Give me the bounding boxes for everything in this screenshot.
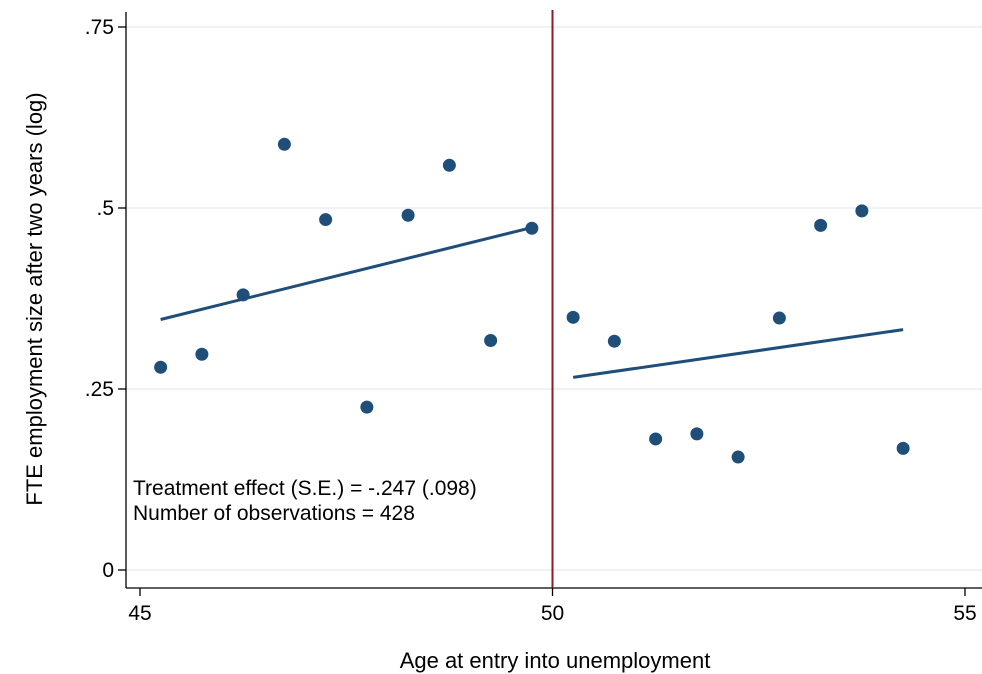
- data-point-10: [566, 310, 580, 324]
- data-point-18: [896, 441, 910, 455]
- y-tick-label-2: .5: [96, 197, 114, 220]
- gridlines: [126, 26, 982, 571]
- y-tick-label-3: .75: [85, 16, 114, 39]
- data-point-3: [277, 137, 291, 151]
- data-point-17: [855, 204, 869, 218]
- x-axis-title: Age at entry into unemployment: [400, 648, 711, 673]
- data-point-13: [690, 427, 704, 441]
- data-point-11: [607, 334, 621, 348]
- x-tick-label-1: 50: [541, 602, 564, 625]
- fit-lines: [160, 226, 904, 379]
- y-tick-label-1: .25: [85, 378, 114, 401]
- axes: [125, 12, 982, 589]
- fit-line-left: [160, 226, 533, 321]
- y-tick-label-0: 0: [102, 559, 114, 582]
- data-point-5: [360, 400, 374, 414]
- y-axis-title: FTE employment size after two years (log…: [22, 92, 47, 505]
- data-point-7: [442, 158, 456, 172]
- data-point-6: [401, 208, 415, 222]
- observations-label: Number of observations = 428: [133, 502, 415, 525]
- data-point-14: [731, 450, 745, 464]
- data-point-8: [484, 333, 498, 347]
- x-tick-label-2: 55: [953, 602, 976, 625]
- data-point-2: [236, 288, 250, 302]
- data-point-9: [525, 221, 539, 235]
- data-point-4: [319, 213, 333, 227]
- data-points: [154, 137, 910, 464]
- tick-marks: 0 .25 .5 .75 45 50 55: [85, 16, 977, 625]
- x-tick-label-0: 45: [128, 602, 151, 625]
- data-point-1: [195, 347, 209, 361]
- fit-line-right: [572, 328, 904, 379]
- data-point-16: [814, 218, 828, 232]
- data-point-15: [772, 311, 786, 325]
- data-point-0: [154, 360, 168, 374]
- treatment-effect-label: Treatment effect (S.E.) = -.247 (.098): [133, 477, 477, 500]
- data-point-12: [649, 432, 663, 446]
